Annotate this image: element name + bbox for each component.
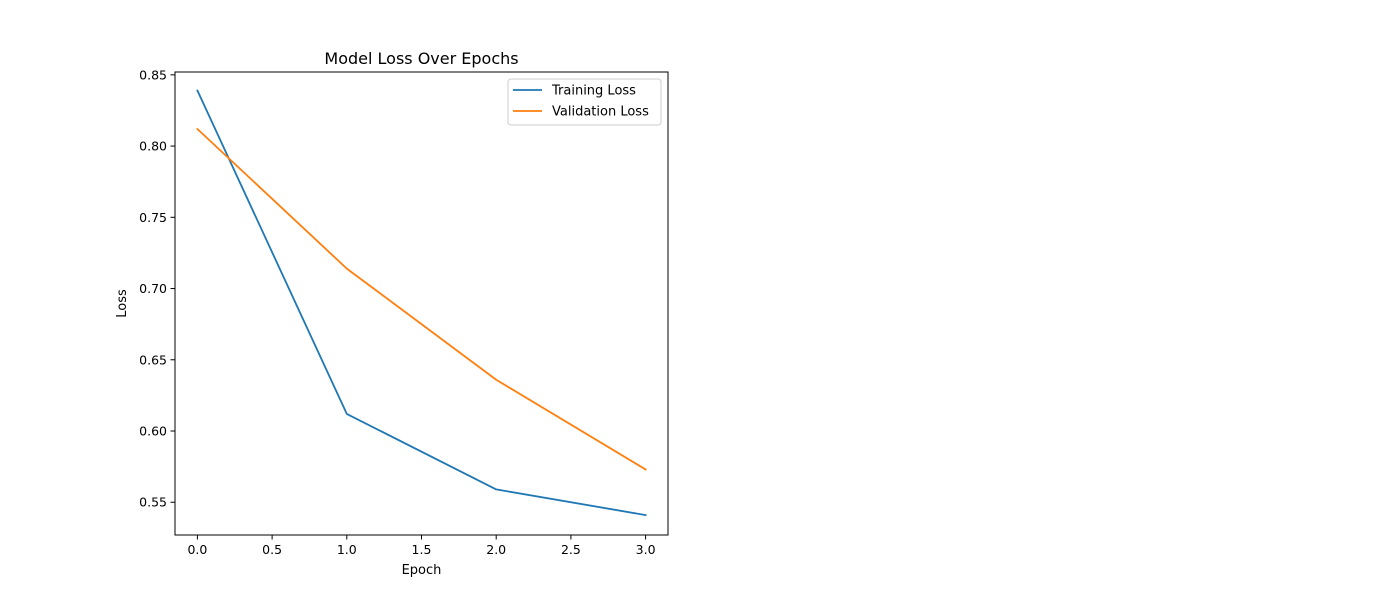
x-axis-label: Epoch <box>402 563 442 578</box>
y-tick-label: 0.80 <box>139 139 167 154</box>
x-tick-label: 2.0 <box>486 542 506 557</box>
y-tick-label: 0.65 <box>139 352 167 367</box>
y-tick-label: 0.70 <box>139 281 167 296</box>
y-tick-label: 0.55 <box>139 495 167 510</box>
y-tick-label: 0.75 <box>139 210 167 225</box>
x-tick-label: 1.5 <box>412 542 432 557</box>
x-tick-label: 2.5 <box>561 542 581 557</box>
x-tick-label: 3.0 <box>636 542 656 557</box>
y-axis: 0.55 0.60 0.65 0.70 0.75 0.80 0.85 <box>139 67 175 510</box>
x-tick-label: 1.0 <box>337 542 357 557</box>
plot-frame <box>174 71 669 536</box>
x-tick-label: 0.0 <box>187 542 207 557</box>
series-line-validation-loss <box>196 127 647 471</box>
x-tick-label: 0.5 <box>262 542 282 557</box>
x-axis: 0.0 0.5 1.0 1.5 2.0 2.5 3.0 <box>187 535 656 557</box>
legend-label-training-loss: Training Loss <box>551 84 636 99</box>
legend-label-validation-loss: Validation Loss <box>552 105 649 120</box>
series-line-training-loss <box>196 89 647 517</box>
legend: Training Loss Validation Loss <box>507 78 662 126</box>
plot-lines <box>196 89 647 517</box>
y-axis-label: Loss <box>115 289 130 318</box>
y-tick-label: 0.60 <box>139 424 167 439</box>
legend-box <box>507 78 662 126</box>
chart-title: Model Loss Over Epochs <box>324 49 518 68</box>
y-tick-label: 0.85 <box>139 67 167 82</box>
